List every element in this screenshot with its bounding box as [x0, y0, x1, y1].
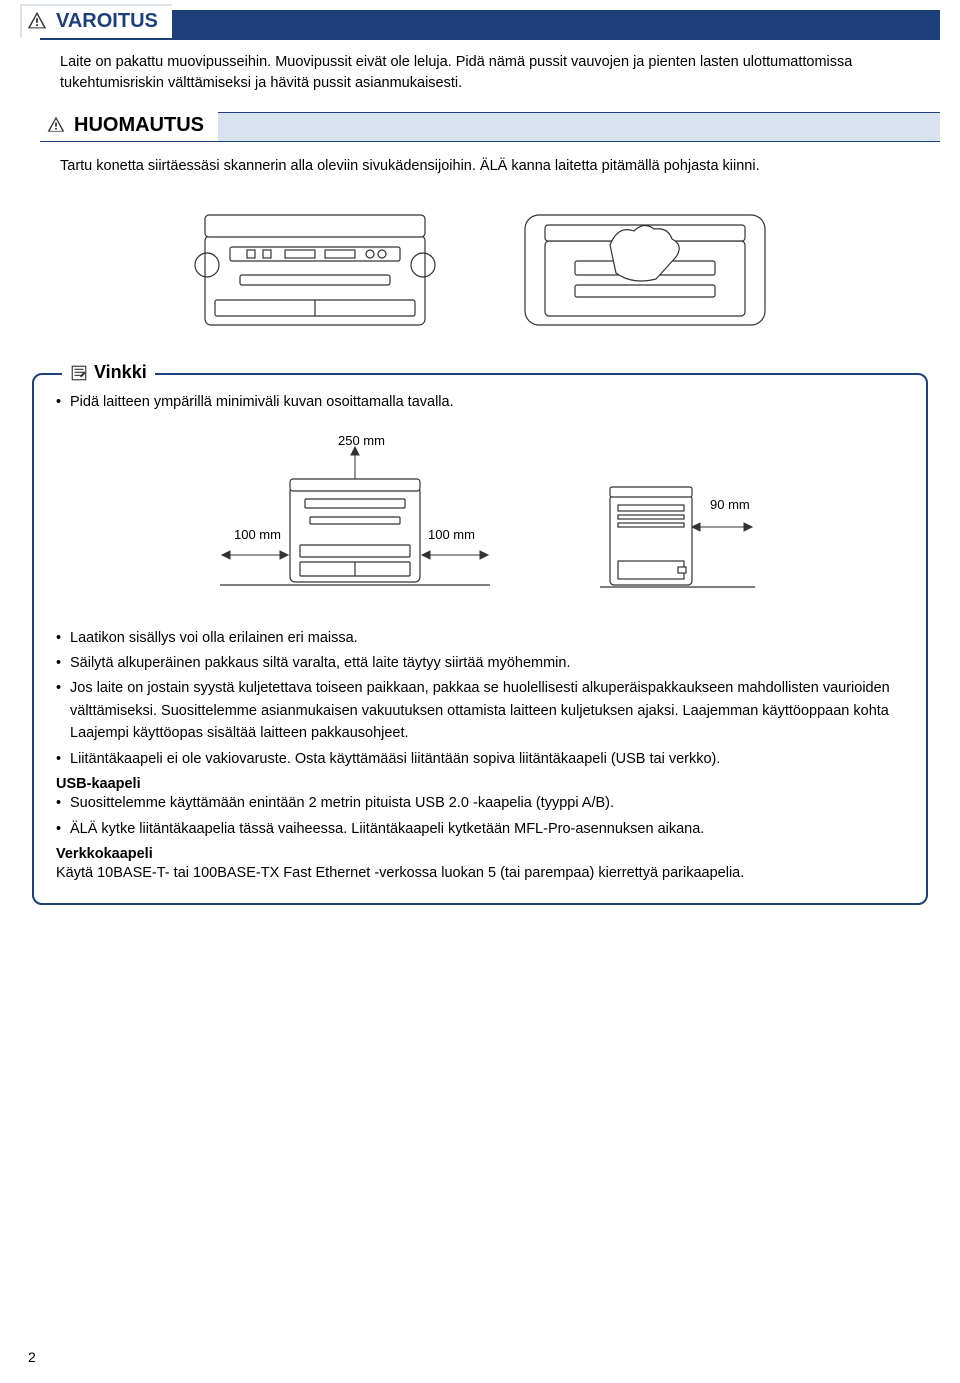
tip-box: Vinkki Pidä laitteen ympärillä minimiväl…	[32, 373, 928, 905]
printer-front-diagram	[185, 205, 445, 335]
tip-bullet: ÄLÄ kytke liitäntäkaapelia tässä vaihees…	[56, 818, 904, 840]
caution-banner: HUOMAUTUS	[40, 112, 940, 142]
tip-bullet-list-2: Laatikon sisällys voi olla erilainen eri…	[56, 627, 904, 771]
tip-bullet: Säilytä alkuperäinen pakkaus siltä varal…	[56, 652, 904, 674]
clearance-front-view: 250 mm 100 mm 100 mm	[200, 437, 510, 607]
usb-bullets: Suosittelemme käyttämään enintään 2 metr…	[56, 792, 904, 840]
tip-bullet: Suosittelemme käyttämään enintään 2 metr…	[56, 792, 904, 814]
warning-body-text: Laite on pakattu muovipusseihin. Muovipu…	[0, 40, 960, 112]
dim-top-label: 250 mm	[338, 433, 385, 448]
tip-bullet: Pidä laitteen ympärillä minimiväli kuvan…	[56, 391, 904, 413]
caution-label: HUOMAUTUS	[40, 109, 218, 141]
tip-header: Vinkki	[62, 362, 155, 383]
warning-title: VAROITUS	[56, 10, 158, 33]
clearance-diagram-row: 250 mm 100 mm 100 mm	[56, 417, 904, 627]
dim-right-label: 100 mm	[428, 527, 475, 542]
pencil-note-icon	[70, 364, 88, 382]
tip-title: Vinkki	[94, 362, 147, 383]
caution-body-text: Tartu konetta siirtäessäsi skannerin all…	[0, 142, 960, 187]
dim-left-label: 100 mm	[234, 527, 281, 542]
dim-side-label: 90 mm	[710, 497, 750, 512]
tip-bullet-list: Pidä laitteen ympärillä minimiväli kuvan…	[56, 391, 904, 413]
tip-bullet: Liitäntäkaapeli ei ole vakiovaruste. Ost…	[56, 748, 904, 770]
carry-diagram-row	[0, 187, 960, 363]
caution-title: HUOMAUTUS	[74, 114, 204, 137]
usb-heading: USB-kaapeli	[56, 776, 904, 792]
caution-triangle-icon	[46, 115, 66, 135]
warning-banner: VAROITUS	[40, 10, 940, 40]
clearance-side-view: 90 mm	[590, 467, 760, 607]
page-number: 2	[28, 1349, 36, 1365]
tip-bullet: Jos laite on jostain syystä kuljetettava…	[56, 677, 904, 744]
warning-triangle-icon	[26, 10, 48, 32]
printer-zoom-diagram	[515, 205, 775, 335]
tip-bullet: Laatikon sisällys voi olla erilainen eri…	[56, 627, 904, 649]
network-text: Käytä 10BASE-T- tai 100BASE-TX Fast Ethe…	[56, 862, 904, 884]
warning-label: VAROITUS	[20, 4, 172, 38]
network-heading: Verkkokaapeli	[56, 846, 904, 862]
